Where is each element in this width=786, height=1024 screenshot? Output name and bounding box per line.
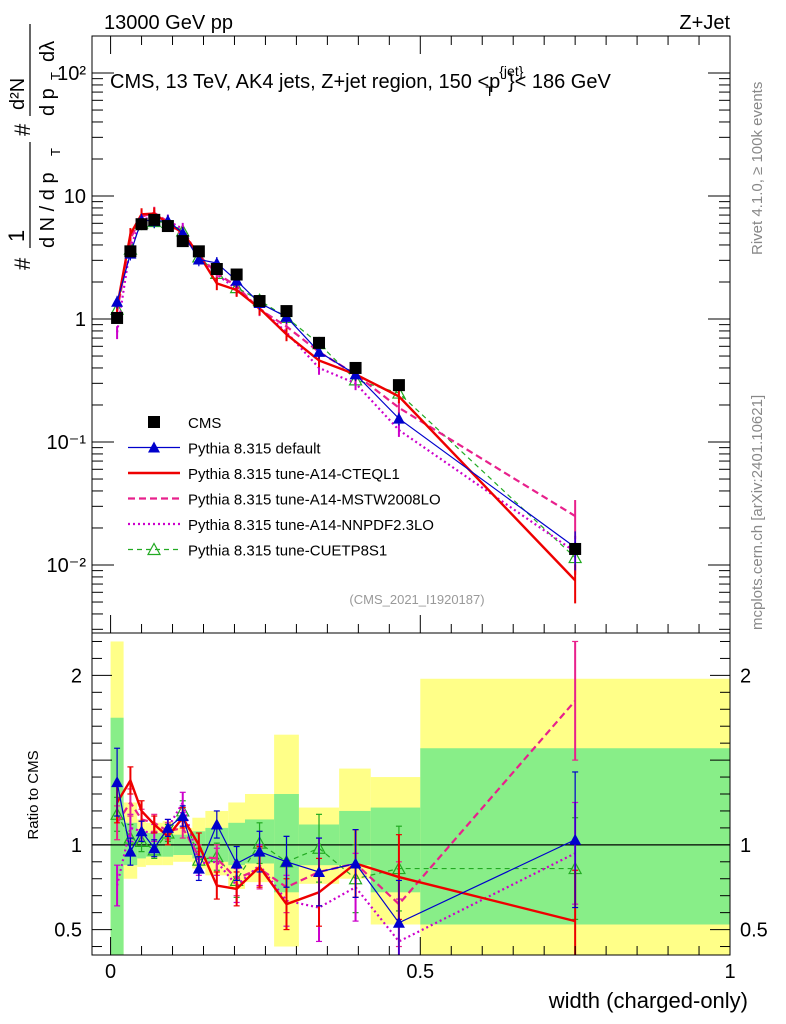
data-point [392, 379, 405, 392]
x-tick-label: 0.5 [406, 961, 434, 983]
main-y-axis: 10⁻² 10⁻¹ 1 10 10² [47, 35, 731, 633]
legend-label: Pythia 8.315 tune-A14-NNPDF2.3LO [188, 517, 434, 534]
ylabel-hash-2: # [10, 123, 35, 136]
data-point [253, 295, 266, 308]
data-point [192, 245, 205, 258]
legend-item-cms: CMS [148, 415, 221, 432]
ratio-point [313, 865, 326, 877]
x-tick-label: 0 [105, 961, 116, 983]
data-point [148, 213, 161, 226]
ratio-y-tick-label-left: 0.5 [54, 920, 82, 942]
data-point [176, 235, 189, 248]
ratio-point [176, 810, 189, 822]
ratio-axes: 0.5 0.51 12 20 0.5 1 [54, 640, 768, 983]
header-left-label: 13000 GeV pp [104, 12, 233, 34]
ratio-y-tick-label-left: 1 [71, 835, 82, 857]
ratio-point [253, 845, 266, 857]
legend-marker [148, 416, 160, 428]
data-point [280, 305, 293, 318]
ylabel-hash-1: # [10, 257, 35, 270]
analysis-watermark: (CMS_2021_I1920187) [349, 592, 484, 607]
plot-title-suffix: }< 186 GeV [508, 71, 612, 93]
legend-label: Pythia 8.315 tune-A14-MSTW2008LO [188, 492, 441, 509]
x-tick-label: 1 [724, 961, 735, 983]
data-point [111, 311, 124, 324]
ratio-point [161, 821, 174, 833]
ylabel-dn-dpt: d N / d p [37, 172, 59, 248]
legend-label: Pythia 8.315 tune-A14-CTEQL1 [188, 466, 400, 483]
main-panel: 10⁻² 10⁻¹ 1 10 10² CMS, 13 TeV, AK4 jets, Z+… [4, 24, 731, 634]
legend-label: CMS [188, 415, 221, 432]
data-point [230, 268, 243, 281]
main-y-tick-label: 1 [75, 309, 86, 331]
ylabel-dpt: d p [37, 88, 59, 116]
data-point [161, 220, 174, 233]
legend-label: Pythia 8.315 default [188, 441, 321, 458]
plot-title: CMS, 13 TeV, AK4 jets, Z+jet region, 150… [110, 63, 611, 99]
main-plot-marks [110, 206, 583, 604]
legend-label: Pythia 8.315 tune-CUETP8S1 [188, 543, 387, 560]
data-point [313, 336, 326, 349]
main-frame-bg [92, 36, 730, 633]
ratio-point [124, 845, 137, 857]
ratio-y-label: Ratio to CMS [25, 750, 42, 839]
ratio-series-pythia-8-315-default [111, 747, 582, 955]
ratio-point [148, 842, 161, 854]
ratio-point [135, 825, 148, 837]
ratio-frame [91, 632, 731, 956]
ratio-y-tick-label-left: 2 [71, 665, 82, 687]
mcplots-side-label: mcplots.cern.ch [arXiv:2401.10621] [749, 395, 766, 630]
legend-item-pythia-8-315-tune-a14-mstw2008lo: Pythia 8.315 tune-A14-MSTW2008LO [128, 492, 441, 509]
main-y-tick-label: 10⁻¹ [47, 432, 87, 454]
data-point [313, 345, 326, 357]
data-point [135, 218, 148, 231]
ratio-panel: 0.5 0.51 12 20 0.5 1 Ratio to CMS width (char… [25, 632, 768, 1013]
ratio-point [111, 776, 124, 788]
ratio-line [116, 799, 576, 943]
plot-title-sub: T [485, 83, 494, 99]
ratio-plot-marks [110, 640, 583, 955]
ratio-point [192, 862, 205, 874]
ratio-point [349, 857, 362, 869]
main-y-tick-label: 10² [57, 63, 86, 85]
ratio-y-tick-label-right: 0.5 [740, 920, 768, 942]
data-point [392, 412, 405, 424]
main-y-tick-label: 10 [64, 186, 86, 208]
ratio-point [569, 833, 582, 845]
rivet-side-label: Rivet 4.1.0, ≥ 100k events [749, 82, 766, 255]
data-point [569, 542, 582, 555]
legend-item-pythia-8-315-tune-a14-cteql1: Pythia 8.315 tune-A14-CTEQL1 [128, 466, 400, 483]
ratio-point [280, 855, 293, 867]
series-cms [111, 213, 582, 555]
legend-item-pythia-8-315-default: Pythia 8.315 default [128, 441, 321, 458]
plot-title-sup: {jet} [499, 63, 523, 79]
ylabel-t-sub-1: T [48, 148, 63, 156]
legend: CMS Pythia 8.315 default Pythia 8.315 tune… [128, 415, 441, 560]
x-axis-label: width (charged-only) [548, 988, 748, 1013]
header-right-label: Z+Jet [679, 12, 730, 34]
main-y-tick-label: 10⁻² [47, 555, 87, 577]
ratio-point [230, 857, 243, 869]
ratio-point [392, 916, 405, 928]
ratio-point [210, 818, 223, 830]
data-point [349, 361, 362, 374]
ylabel-one: 1 [4, 230, 29, 242]
data-point [192, 253, 205, 265]
legend-item-pythia-8-315-tune-cuetp8s1: Pythia 8.315 tune-CUETP8S1 [128, 542, 387, 560]
plot-title-prefix: CMS, 13 TeV, AK4 jets, Z+jet region, 150… [110, 71, 500, 93]
band-green-bin [370, 807, 421, 893]
main-y-label: # 1 d N / d p T # d²N d p T dλ [4, 24, 63, 270]
data-point [210, 263, 223, 276]
ratio-y-tick-label-right: 1 [740, 835, 751, 857]
legend-marker [148, 441, 160, 453]
ylabel-dlambda: dλ [37, 41, 59, 62]
ylabel-d2n: d²N [7, 78, 29, 110]
data-point [111, 295, 124, 307]
ylabel-t-sub-2: T [48, 72, 63, 80]
data-point [124, 245, 137, 258]
ratio-y-tick-label-right: 2 [740, 665, 751, 687]
legend-marker [146, 542, 162, 556]
legend-item-pythia-8-315-tune-a14-nnpdf2-3lo: Pythia 8.315 tune-A14-NNPDF2.3LO [128, 517, 434, 534]
